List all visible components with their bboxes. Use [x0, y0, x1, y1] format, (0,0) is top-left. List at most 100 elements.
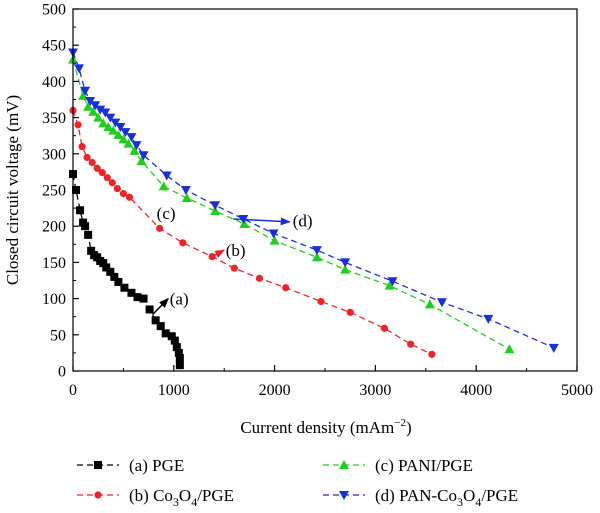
- series-b-point: [83, 153, 91, 162]
- series-b-point: [103, 174, 111, 182]
- legend-item-d: (d) PAN-Co3O4/PGE: [323, 486, 518, 509]
- annotation-label-c: (c): [157, 204, 176, 223]
- legend-label-a: (a) PGE: [129, 456, 184, 475]
- series-a-point: [175, 361, 184, 370]
- series-a-point: [161, 329, 170, 338]
- series-a-point: [76, 206, 85, 215]
- series-b-point: [317, 297, 325, 306]
- plot-frame: [72, 8, 578, 372]
- series-c-point: [239, 219, 250, 229]
- plot-area: (a) (b) (c) (d): [68, 48, 559, 370]
- series-d-point: [340, 258, 351, 268]
- series-d-point: [120, 128, 131, 138]
- annotation-label-b: (b): [226, 241, 246, 260]
- series-b-point: [88, 158, 96, 167]
- series-a-point: [102, 263, 111, 272]
- series-c-point: [118, 134, 129, 144]
- y-tick-label: 50: [50, 327, 66, 344]
- legend-item-c: (c) PANI/PGE: [323, 456, 473, 475]
- series-c-point: [103, 122, 114, 132]
- series-b-point: [113, 184, 121, 193]
- legend-label-d: (d) PAN-Co3O4/PGE: [375, 486, 518, 508]
- series-a-point: [133, 293, 142, 302]
- series-b-point: [125, 193, 134, 201]
- legend-marker-b: [94, 491, 102, 499]
- series-d-point: [138, 151, 149, 161]
- y-tick-label: 300: [42, 146, 66, 163]
- series-d-line: [72, 52, 555, 349]
- x-tick-label: 4000: [460, 382, 492, 399]
- series-a-point: [156, 322, 165, 331]
- series-d-point: [95, 105, 106, 115]
- series-d-point: [80, 86, 91, 96]
- series-d-point: [161, 171, 172, 181]
- series-a-point: [106, 267, 115, 276]
- series-a-point: [84, 230, 93, 239]
- y-tick-label: 150: [42, 255, 66, 272]
- y-tick-label: 200: [42, 219, 66, 236]
- series-c-point: [158, 181, 169, 191]
- annotation-arrow-a: [152, 297, 169, 316]
- series-d-point: [90, 101, 101, 111]
- y-tick-label: 450: [42, 38, 66, 55]
- series-b-point: [74, 121, 82, 129]
- series-b-point: [179, 239, 187, 247]
- series-c-point: [269, 235, 280, 245]
- series-d-point: [548, 343, 559, 353]
- series-d-point: [126, 133, 137, 143]
- series-c-point: [311, 252, 322, 262]
- series-d-point: [210, 201, 221, 211]
- series-a-point: [145, 305, 154, 314]
- x-tick-label: 5000: [561, 382, 593, 399]
- annotation-label-a: (a): [170, 290, 189, 309]
- x-tick-label: 0: [69, 382, 77, 399]
- series-c-point: [129, 145, 140, 155]
- series-b-point: [255, 274, 264, 282]
- series-b-point: [156, 224, 164, 232]
- series-c-point: [504, 344, 515, 354]
- series-a-point: [81, 222, 90, 231]
- series-d-point: [85, 96, 96, 106]
- series-d-point: [110, 118, 121, 128]
- y-tick-label: 500: [42, 2, 66, 19]
- series-b-point: [282, 284, 290, 292]
- series-b: [69, 106, 436, 358]
- series-d: [68, 48, 559, 353]
- series-c-point: [210, 205, 221, 215]
- series-c-point: [93, 112, 104, 122]
- series-a-point: [151, 316, 160, 325]
- series-a-point: [167, 332, 176, 341]
- x-tick-label: 1000: [158, 382, 190, 399]
- x-axis-label-main: Current density (mAm: [240, 418, 394, 437]
- series-c-point: [83, 101, 94, 111]
- y-tick-label: 250: [42, 183, 66, 200]
- y-tick-label: 100: [42, 291, 66, 308]
- legend: (a) PGE (b) Co3O4/PGE (c) PANI/PGE (d) PAN-…: [77, 456, 518, 509]
- legend-marker-d: [339, 491, 349, 500]
- series-a-point: [99, 259, 108, 268]
- series-d-point: [115, 123, 126, 133]
- legend-marker-a: [94, 461, 102, 469]
- series-d-point: [100, 108, 111, 118]
- series-c-point: [113, 129, 124, 139]
- series-a-point: [139, 294, 148, 303]
- series-b-point: [380, 324, 389, 332]
- series-d-point: [180, 186, 191, 195]
- y-tick-label: 350: [42, 110, 66, 127]
- series-d-point: [311, 246, 322, 256]
- series-b-point: [407, 340, 415, 348]
- x-axis-label-close: ): [406, 418, 412, 437]
- legend-item-a: (a) PGE: [77, 456, 184, 475]
- series-c: [68, 54, 515, 354]
- legend-label-c: (c) PANI/PGE: [375, 456, 473, 475]
- series-c-point: [181, 192, 192, 202]
- series-b-point: [428, 350, 436, 358]
- series-b-point: [98, 169, 106, 177]
- series-b-point: [119, 190, 127, 198]
- series-a-point: [87, 246, 96, 255]
- y-tick-label: 400: [42, 74, 66, 91]
- series-d-point: [483, 314, 494, 324]
- series-c-point: [98, 118, 109, 128]
